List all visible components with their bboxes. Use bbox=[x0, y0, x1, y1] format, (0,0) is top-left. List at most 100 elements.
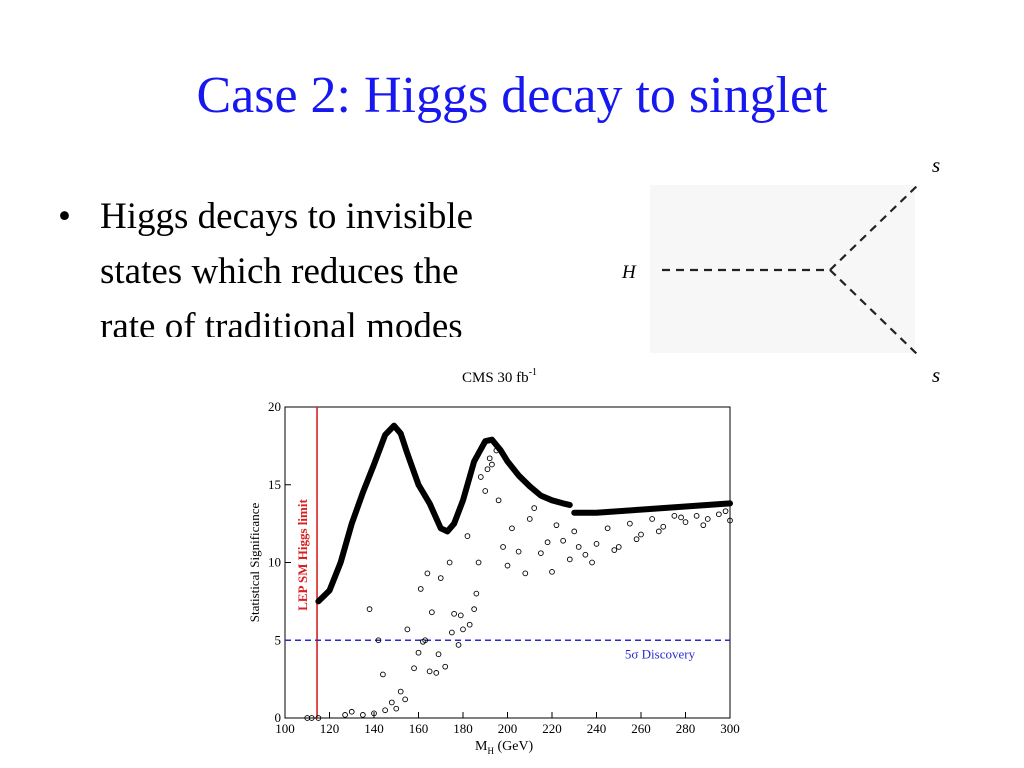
series-line bbox=[315, 422, 573, 605]
scatter-point bbox=[342, 712, 348, 718]
x-tick-label: 260 bbox=[631, 721, 651, 736]
scatter-point bbox=[446, 559, 453, 566]
y-tick-label: 20 bbox=[268, 399, 281, 414]
scatter-point bbox=[571, 528, 578, 535]
scatter-point bbox=[484, 466, 491, 473]
x-tick-label: 300 bbox=[720, 721, 740, 736]
scatter-point bbox=[435, 651, 442, 658]
scatter-point bbox=[544, 539, 551, 546]
scatter-point bbox=[471, 606, 477, 613]
x-tick-label: 280 bbox=[676, 721, 696, 736]
chart-title-sup: -1 bbox=[529, 367, 537, 378]
scatter-point bbox=[682, 519, 689, 525]
x-tick-label: 180 bbox=[453, 721, 473, 736]
scatter-point bbox=[549, 568, 555, 575]
scatter-point bbox=[382, 707, 388, 714]
scatter-point bbox=[375, 637, 382, 644]
scatter-point bbox=[466, 621, 473, 628]
scatter-point bbox=[633, 536, 640, 543]
x-tick-label: 200 bbox=[498, 721, 518, 736]
bullet: • Higgs decays to invisible states which… bbox=[58, 196, 473, 337]
scatter-point bbox=[566, 556, 573, 563]
scatter-point bbox=[493, 447, 500, 454]
propagator bbox=[829, 184, 919, 271]
scatter-point bbox=[473, 590, 480, 597]
scatter-point bbox=[615, 544, 622, 550]
scatter-point bbox=[575, 544, 582, 550]
x-tick-label: 160 bbox=[409, 721, 429, 736]
scatter-point bbox=[553, 522, 560, 529]
scatter-point bbox=[475, 559, 482, 566]
scatter-point bbox=[402, 696, 409, 703]
scatter-point bbox=[500, 544, 506, 550]
scatter-point bbox=[722, 508, 729, 515]
scatter-point bbox=[429, 609, 435, 616]
x-tick-label: 120 bbox=[320, 721, 340, 736]
y-tick-label: 15 bbox=[268, 477, 281, 492]
x-axis-label: MH (GeV) bbox=[475, 739, 534, 756]
scatter-point bbox=[308, 715, 315, 721]
scatter-point bbox=[415, 649, 422, 656]
scatter-point bbox=[477, 474, 484, 480]
scatter-point bbox=[700, 522, 707, 529]
scatter-point bbox=[678, 514, 684, 521]
scatter-point bbox=[582, 551, 589, 558]
scatter-point bbox=[538, 550, 544, 557]
series-line bbox=[571, 500, 733, 516]
scatter-point bbox=[360, 712, 366, 718]
scatter-point bbox=[638, 531, 644, 538]
x-axis-label-sub: H bbox=[487, 746, 494, 756]
x-tick-label: 220 bbox=[542, 721, 562, 736]
scatter-point bbox=[515, 548, 522, 555]
scatter-point bbox=[627, 520, 633, 527]
scatter-point bbox=[455, 642, 462, 648]
scatter-point bbox=[417, 586, 424, 592]
diagram-bg bbox=[650, 185, 915, 353]
scatter-point bbox=[531, 505, 538, 511]
scatter-point bbox=[437, 575, 444, 581]
scatter-point bbox=[315, 715, 322, 721]
scatter-point bbox=[442, 663, 449, 670]
scatter-point bbox=[589, 559, 595, 566]
particle-label: s bbox=[932, 363, 940, 387]
scatter-point bbox=[504, 562, 511, 569]
chart: 100 120 140 160 180 200 220 240 260 280 300 0 5 10 15 2… bbox=[247, 367, 740, 756]
scatter-point bbox=[464, 533, 471, 539]
scatter-point bbox=[451, 610, 457, 617]
bullet-dot: • bbox=[58, 196, 71, 237]
scatter-point bbox=[433, 670, 440, 676]
scatter-point bbox=[371, 710, 377, 717]
plot-frame bbox=[284, 406, 731, 719]
scatter-point bbox=[671, 512, 678, 519]
scatter-point bbox=[411, 665, 417, 672]
scatter-point bbox=[604, 525, 611, 532]
propagator bbox=[829, 269, 919, 356]
scatter-point bbox=[457, 612, 464, 619]
scatter-point bbox=[693, 512, 700, 519]
scatter-point bbox=[366, 606, 373, 613]
scatter-point bbox=[649, 516, 655, 522]
scatter-point bbox=[522, 570, 529, 577]
x-axis-label-main: M bbox=[475, 739, 488, 754]
particle-label: H bbox=[621, 262, 637, 283]
scatter-point bbox=[655, 528, 662, 535]
scatter-point bbox=[727, 517, 733, 524]
scatter-point bbox=[426, 668, 433, 675]
scatter-point bbox=[397, 688, 404, 695]
scatter-point bbox=[716, 511, 722, 518]
scatter-point bbox=[495, 497, 502, 504]
bullet-line: states which reduces the bbox=[100, 251, 459, 292]
scatter-point bbox=[704, 516, 711, 522]
scatter-point bbox=[560, 537, 566, 544]
scatter-point bbox=[489, 461, 495, 468]
x-tick-label: 240 bbox=[587, 721, 607, 736]
chart-title: CMS 30 fb-1 bbox=[462, 367, 537, 386]
scatter-point bbox=[449, 629, 455, 636]
scatter-point bbox=[422, 637, 429, 644]
scatter-point bbox=[611, 547, 618, 553]
x-tick-label: 100 bbox=[275, 721, 295, 736]
reference-label: LEP SM Higgs limit bbox=[295, 499, 310, 611]
bullet-line: Higgs decays to invisible bbox=[100, 196, 473, 237]
y-tick-label: 10 bbox=[268, 555, 281, 570]
